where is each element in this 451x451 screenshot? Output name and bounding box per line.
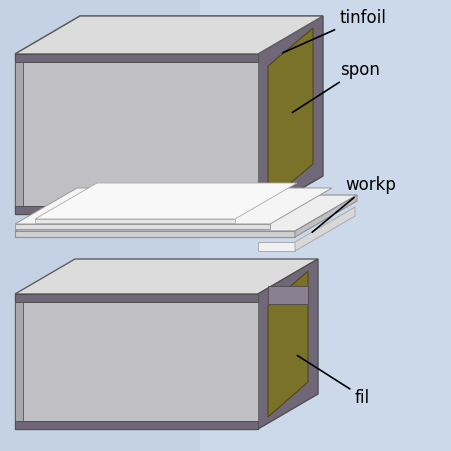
Polygon shape [258, 243, 295, 252]
Polygon shape [15, 231, 295, 238]
Polygon shape [15, 295, 23, 429]
Polygon shape [15, 63, 258, 207]
Polygon shape [15, 295, 258, 429]
Polygon shape [15, 17, 322, 55]
Text: spon: spon [292, 61, 379, 113]
Polygon shape [267, 272, 307, 417]
Polygon shape [15, 17, 322, 55]
Polygon shape [199, 0, 451, 451]
Polygon shape [258, 259, 318, 429]
Polygon shape [267, 29, 312, 202]
Polygon shape [15, 259, 318, 295]
Polygon shape [35, 184, 296, 220]
Polygon shape [15, 189, 331, 225]
Text: tinfoil: tinfoil [282, 9, 386, 54]
Polygon shape [15, 55, 23, 215]
Polygon shape [15, 196, 356, 231]
Polygon shape [295, 196, 356, 238]
Polygon shape [15, 207, 258, 215]
Text: fil: fil [297, 356, 369, 406]
Polygon shape [272, 210, 308, 222]
Polygon shape [35, 220, 235, 224]
Polygon shape [295, 207, 354, 252]
Polygon shape [15, 225, 269, 230]
Polygon shape [15, 421, 258, 429]
Text: workp: workp [312, 175, 395, 233]
Polygon shape [15, 295, 258, 302]
Polygon shape [15, 55, 258, 215]
Polygon shape [267, 286, 307, 304]
Polygon shape [15, 302, 258, 421]
Polygon shape [258, 17, 322, 215]
Polygon shape [15, 55, 258, 63]
